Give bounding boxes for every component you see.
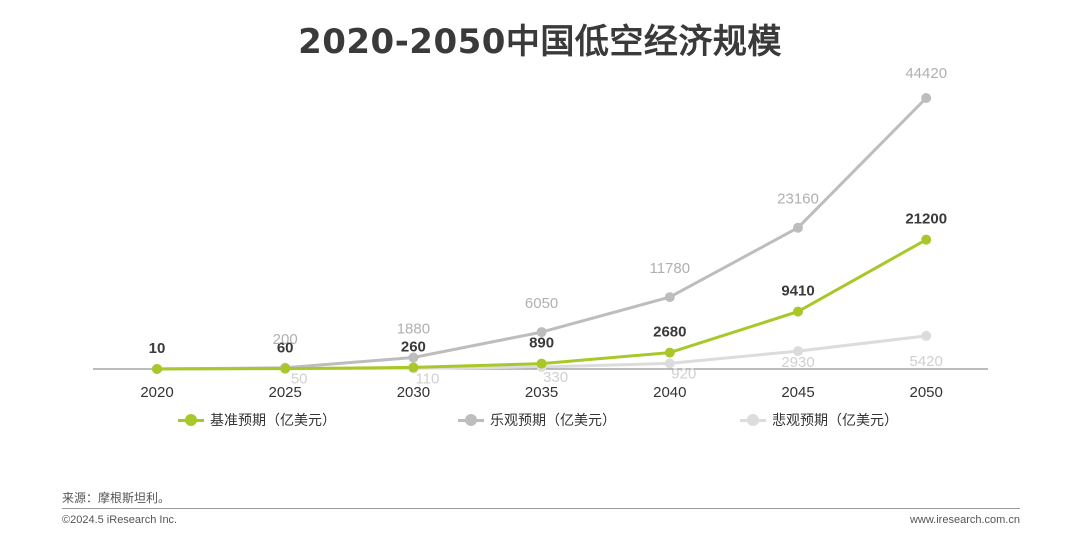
legend-marker-pessimistic	[740, 414, 766, 426]
legend-marker-optimistic	[458, 414, 484, 426]
data-point-optimistic	[536, 327, 547, 338]
x-tick-label: 2050	[910, 384, 943, 400]
data-point-base	[793, 306, 803, 317]
data-label-pessimistic: 2930	[781, 354, 814, 371]
legend-item-pessimistic: 悲观预期（亿美元）	[740, 410, 898, 430]
data-label-optimistic: 200	[273, 331, 298, 348]
legend-marker-base	[178, 414, 204, 426]
data-point-base	[921, 234, 932, 245]
data-point-base	[664, 347, 675, 358]
data-point-optimistic	[664, 292, 675, 303]
data-point-pessimistic	[793, 346, 803, 357]
data-label-base: 2680	[653, 324, 686, 341]
x-tick-label: 2020	[140, 384, 173, 400]
data-point-optimistic	[793, 222, 803, 233]
legend-label-pessimistic: 悲观预期（亿美元）	[772, 413, 898, 429]
data-label-base: 9410	[781, 283, 814, 300]
data-point-pessimistic	[664, 358, 675, 369]
data-label-optimistic: 6050	[525, 295, 558, 312]
website-link[interactable]: www.iresearch.com.cn	[909, 514, 1020, 526]
legend-item-optimistic: 乐观预期（亿美元）	[458, 410, 616, 430]
data-label-pessimistic: 330	[543, 369, 568, 386]
data-label-pessimistic: 50	[291, 371, 308, 388]
data-label-optimistic: 11780	[649, 260, 690, 277]
legend-item-base: 基准预期（亿美元）	[178, 410, 336, 430]
data-label-base: 60	[277, 340, 294, 357]
legend-label-optimistic: 乐观预期（亿美元）	[490, 413, 616, 429]
data-point-base	[408, 362, 419, 373]
chart-legend: 基准预期（亿美元） 乐观预期（亿美元） 悲观预期（亿美元）	[0, 410, 1080, 432]
x-tick-label: 2025	[269, 384, 302, 400]
data-label-pessimistic: 5420	[910, 353, 943, 370]
line-chart: 2020 2025 2030 2035 2040 2045 2050 10 60 260 890 26…	[93, 65, 988, 400]
data-point-optimistic	[921, 93, 932, 103]
data-point-pessimistic	[921, 330, 932, 341]
data-point-base	[152, 363, 162, 374]
data-label-base: 890	[529, 335, 554, 352]
data-label-base: 21200	[905, 211, 947, 228]
x-tick-label: 2030	[397, 384, 430, 400]
data-label-optimistic: 1880	[397, 321, 430, 338]
data-point-optimistic	[408, 352, 419, 363]
data-point-base	[280, 363, 291, 374]
data-label-pessimistic: 110	[415, 370, 439, 387]
chart-title: 2020-2050中国低空经济规模	[298, 22, 782, 62]
source-note: 来源：摩根斯坦利。	[62, 491, 171, 505]
x-tick-label: 2040	[653, 384, 686, 400]
data-label-pessimistic: 920	[671, 365, 696, 382]
data-label-optimistic: 44420	[905, 65, 947, 82]
legend-label-base: 基准预期（亿美元）	[210, 413, 336, 429]
copyright-text: ©2024.5 iResearch Inc.	[62, 514, 178, 526]
x-tick-label: 2035	[525, 384, 558, 400]
data-label-optimistic: 23160	[777, 191, 819, 208]
data-point-base	[536, 358, 547, 369]
x-tick-label: 2045	[781, 384, 814, 400]
footer-divider	[62, 508, 1020, 509]
data-label-base: 10	[149, 340, 166, 357]
data-label-base: 260	[401, 338, 426, 355]
